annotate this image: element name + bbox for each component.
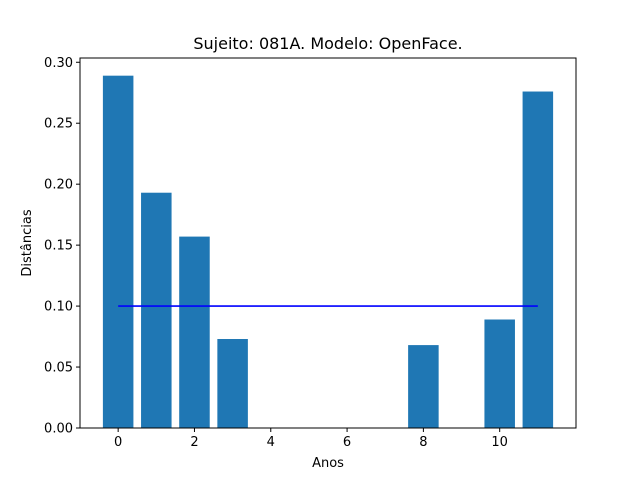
bar-0 xyxy=(102,75,134,429)
bar-3 xyxy=(217,339,248,428)
x-axis-ticks: 0 2 4 6 8 10 xyxy=(114,428,508,450)
bar-10 xyxy=(484,319,515,428)
bar-11 xyxy=(522,91,554,428)
y-axis-ticks: 0.00 0.05 0.10 0.15 0.20 0.25 0.30 xyxy=(44,56,80,437)
x-tick-label: 2 xyxy=(190,435,198,450)
y-tick-label: 0.00 xyxy=(44,422,73,437)
y-tick-label: 0.10 xyxy=(44,300,73,315)
y-tick-label: 0.05 xyxy=(44,361,73,376)
x-tick-label: 0 xyxy=(114,435,122,450)
plot-frame xyxy=(79,57,577,429)
y-tick-label: 0.20 xyxy=(44,178,73,193)
bar-8 xyxy=(408,345,439,428)
chart-title: Sujeito: 081A. Modelo: OpenFace. xyxy=(193,34,462,53)
x-tick-label: 10 xyxy=(491,435,508,450)
x-tick-label: 8 xyxy=(419,435,427,450)
bar-1 xyxy=(141,192,172,428)
bar-2 xyxy=(179,236,210,428)
y-tick-label: 0.30 xyxy=(44,56,73,71)
x-axis-label: Anos xyxy=(312,456,344,471)
y-tick-label: 0.15 xyxy=(44,239,73,254)
x-tick-label: 4 xyxy=(267,435,275,450)
x-tick-label: 6 xyxy=(343,435,351,450)
y-tick-label: 0.25 xyxy=(44,117,73,132)
bars-group xyxy=(102,75,554,429)
y-axis-label: Distâncias xyxy=(20,209,35,276)
